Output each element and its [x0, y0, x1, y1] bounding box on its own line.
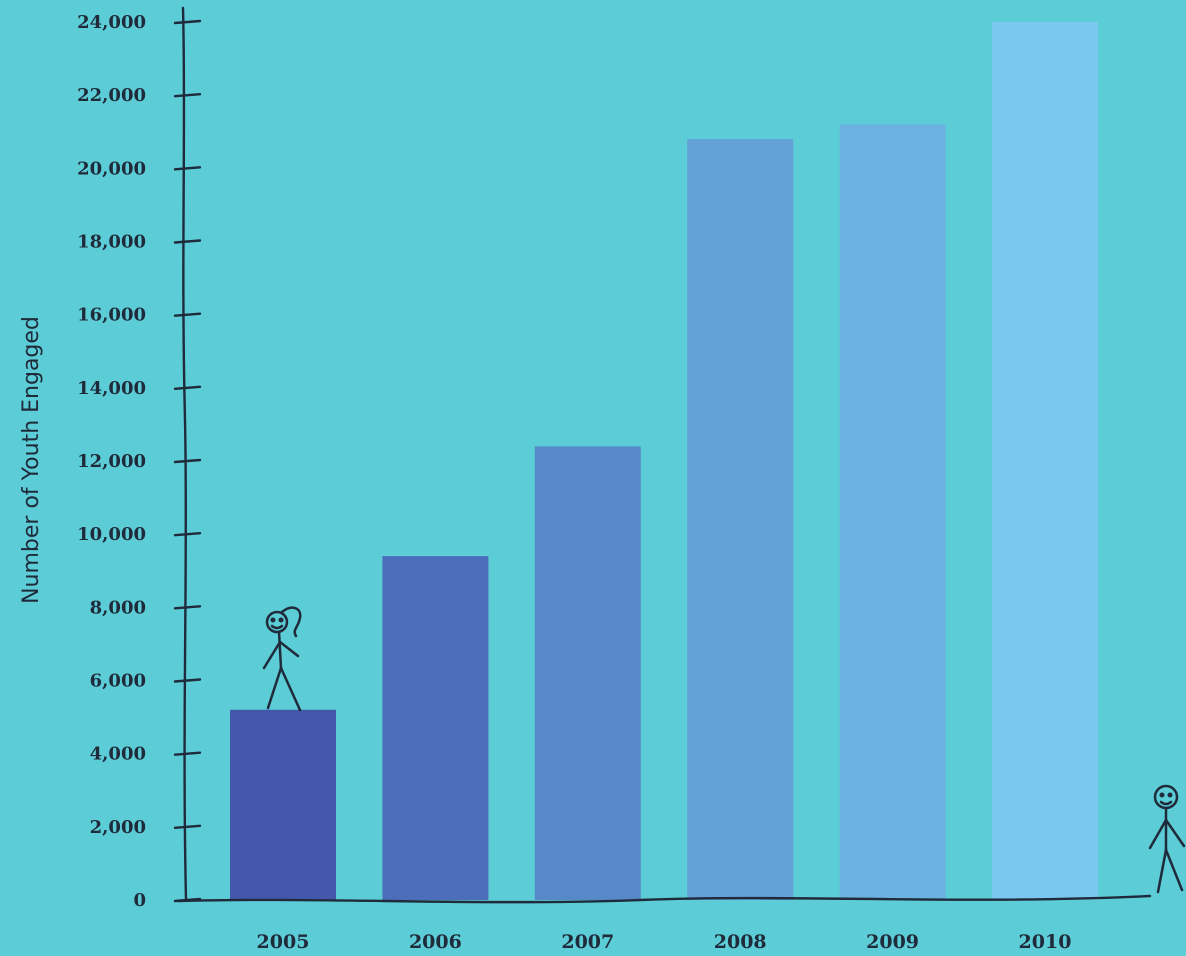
bar-2008 [687, 139, 793, 900]
girl-stick-figure-icon [264, 608, 300, 710]
y-tick-label: 20,000 [77, 158, 146, 179]
y-tick-mark [175, 21, 200, 23]
bar-2006 [382, 556, 488, 900]
y-tick-label: 18,000 [77, 232, 146, 253]
bar-2007 [535, 446, 641, 900]
x-category-label: 2009 [866, 931, 919, 953]
y-tick-mark [175, 241, 200, 243]
y-tick-mark [175, 94, 200, 96]
y-tick-mark [175, 533, 200, 535]
y-axis-label: Number of Youth Engaged [19, 316, 44, 604]
bar-2005 [230, 710, 336, 900]
y-tick-mark [175, 680, 200, 682]
y-tick-label: 24,000 [77, 12, 146, 33]
y-tick-label: 14,000 [77, 378, 146, 399]
y-tick-label: 16,000 [77, 305, 146, 326]
bar-2010 [992, 22, 1098, 900]
x-category-label: 2010 [1019, 931, 1072, 953]
bar-2009 [840, 124, 946, 900]
y-tick-mark [175, 606, 200, 608]
y-axis-line [183, 8, 186, 900]
boy-stick-figure-icon [1150, 786, 1184, 892]
y-tick-mark [175, 314, 200, 316]
y-tick-mark [175, 167, 200, 169]
y-tick-mark [175, 753, 200, 755]
x-category-label: 2005 [257, 931, 310, 953]
x-category-label: 2006 [409, 931, 462, 953]
y-tick-label: 4,000 [90, 744, 146, 765]
y-tick-label: 6,000 [90, 671, 146, 692]
x-category-label: 2008 [714, 931, 767, 953]
y-tick-label: 22,000 [77, 85, 146, 106]
y-tick-label: 2,000 [90, 817, 146, 838]
y-tick-label: 8,000 [90, 597, 146, 618]
y-tick-label: 12,000 [77, 451, 146, 472]
y-tick-mark [175, 387, 200, 389]
y-tick-mark [175, 460, 200, 462]
y-tick-mark [175, 826, 200, 828]
y-tick-label: 0 [133, 890, 146, 911]
x-category-label: 2007 [561, 931, 614, 953]
y-tick-label: 10,000 [77, 524, 146, 545]
